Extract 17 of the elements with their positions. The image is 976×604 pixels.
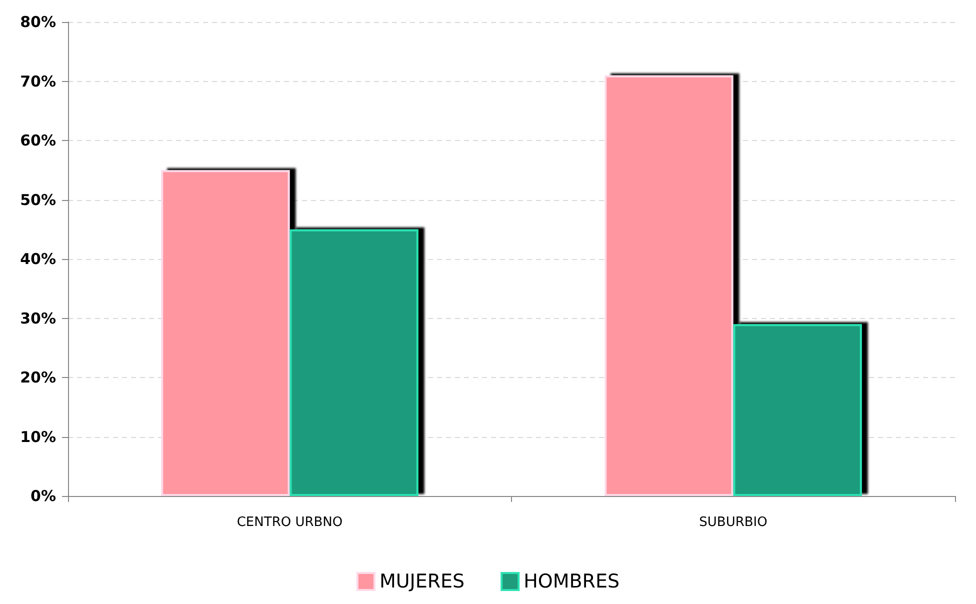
legend-label: HOMBRES bbox=[524, 570, 620, 592]
y-tick-label: 80% bbox=[20, 13, 56, 31]
x-tick-label: CENTRO URBNO bbox=[236, 515, 343, 530]
x-tick-label: SUBURBIO bbox=[699, 515, 768, 530]
y-tick-label: 0% bbox=[30, 487, 56, 505]
bar bbox=[733, 324, 862, 496]
y-tick-label: 10% bbox=[20, 428, 56, 446]
y-tick-label: 20% bbox=[20, 368, 56, 386]
y-tick-label: 50% bbox=[20, 190, 56, 209]
bar bbox=[604, 75, 734, 496]
bar bbox=[161, 170, 290, 496]
y-tick-label: 60% bbox=[20, 132, 56, 150]
bar bbox=[290, 229, 418, 496]
legend-label: MUJERES bbox=[379, 570, 465, 592]
y-tick-label: 30% bbox=[20, 309, 56, 328]
y-tick-label: 70% bbox=[20, 72, 56, 90]
y-tick-label: 40% bbox=[20, 250, 56, 268]
